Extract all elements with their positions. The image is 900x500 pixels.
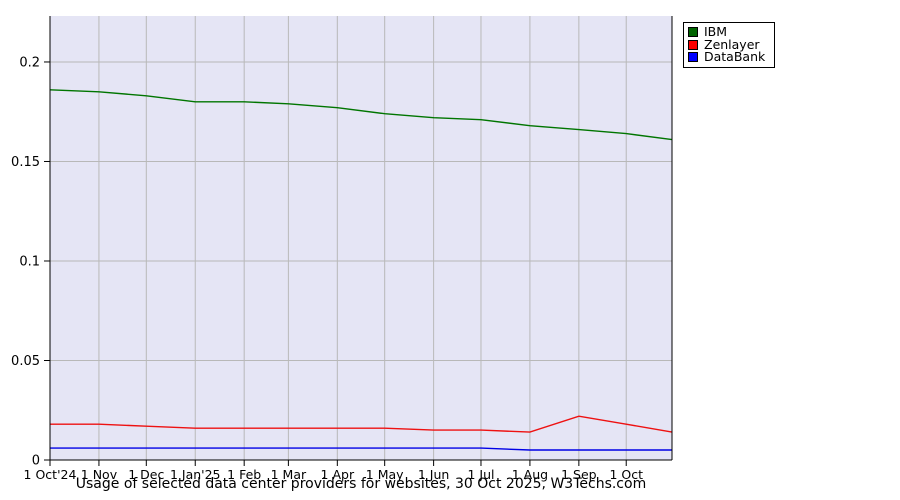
y-tick-label: 0.2 [19,55,40,70]
legend-label: DataBank [704,49,766,65]
y-tick-label: 0.1 [19,254,40,269]
x-tick-label: 1 Sep [561,467,597,482]
y-tick-label: 0 [32,454,40,469]
series-line-databank [50,447,672,451]
plot-area [50,16,672,460]
x-tick-label: 1 May [366,467,404,482]
x-tick-label: 1 Apr [321,467,355,482]
x-tick-label: 1 Mar [271,467,307,482]
legend-label: IBM [704,24,728,39]
legend-swatch [688,39,698,50]
chart-caption: Usage of selected data center providers … [75,476,647,492]
series-line-zenlayer [50,415,673,433]
legend-swatch [688,52,698,63]
legend-item: Zenlayer [688,36,770,52]
legend-item: IBM [688,24,770,39]
legend-item: DataBank [688,51,770,64]
x-tick-label: 1 Oct'24 [24,467,77,482]
y-tick-label: 0.05 [11,354,40,369]
x-tick-label: 1 Oct [609,467,643,482]
legend-label: Zenlayer [704,36,760,52]
x-tick-label: 1 Jun [418,467,449,482]
legend: IBM Zenlayer DataBank [683,22,775,68]
series-line-ibm [49,89,673,141]
x-tick-label: 1 Nov [81,467,118,482]
x-tick-label: 1 Feb [227,467,261,482]
x-tick-label: 1 Jan'25 [170,467,221,482]
legend-swatch [688,27,698,38]
y-tick-label: 0.15 [11,155,40,170]
x-tick-label: 1 Dec [128,467,164,482]
x-tick-label: 1 Jul [467,467,494,482]
x-tick-label: 1 Aug [512,467,548,482]
